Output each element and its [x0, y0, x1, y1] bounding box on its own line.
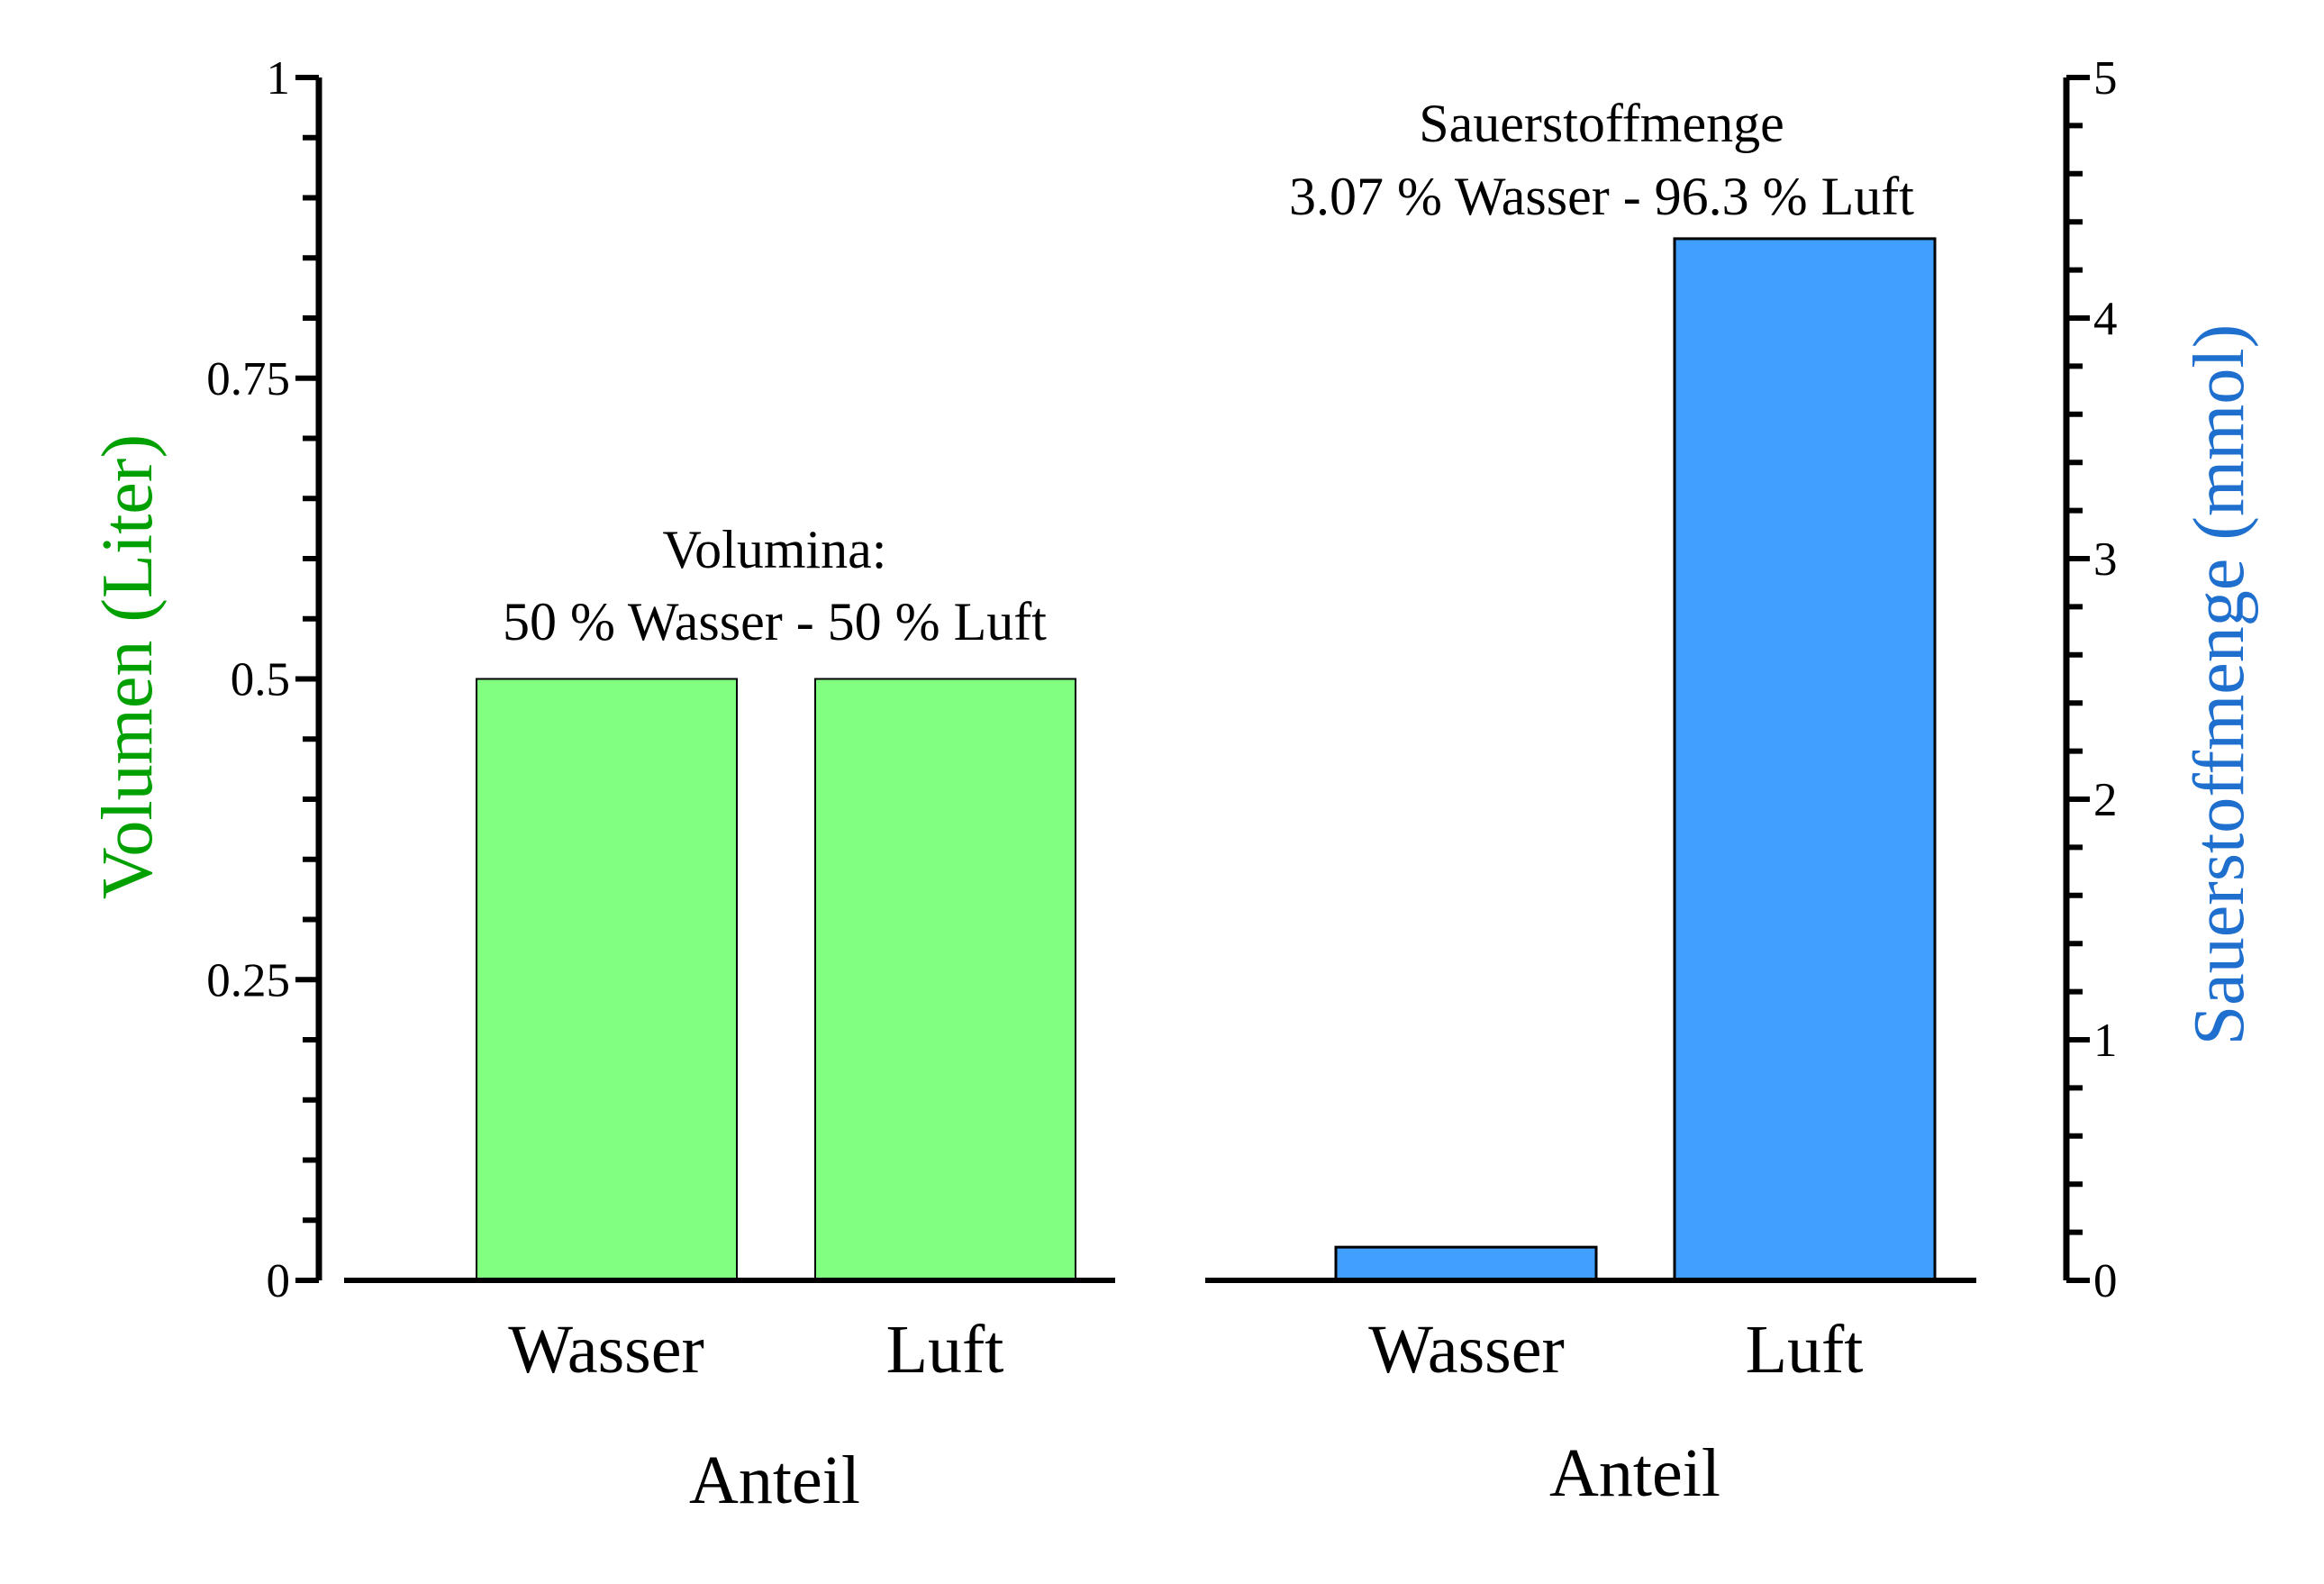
volume-annotation-line1: Volumina:	[663, 520, 887, 579]
right-x-axis-title: Anteil	[1549, 1435, 1720, 1511]
left-category-luft: Luft	[886, 1312, 1004, 1388]
volume-annotation-line2: 50 % Wasser - 50 % Luft	[503, 592, 1047, 651]
right-axis-tick-label: 1	[2093, 1015, 2118, 1067]
oxygen-bars	[1334, 237, 1937, 1282]
right-axis-tick-label: 5	[2093, 52, 2118, 105]
left-y-axis-title: Volumen (Liter)	[88, 434, 168, 899]
left-axis-tick-label: 0.75	[206, 353, 290, 405]
oxygen-panel: 0 1 2 3 4 5 Sauerstoffmenge 3.07 % Wasser - 9…	[1205, 52, 2259, 1511]
left-axis-tick-label: 1	[267, 52, 291, 105]
bar-wasser	[1334, 1245, 1598, 1282]
right-axis-tick-label: 4	[2093, 293, 2118, 345]
left-axis-tick-label: 0	[267, 1255, 291, 1307]
bar-luft	[1673, 237, 1937, 1282]
left-axis-tick-label: 0.5	[231, 654, 290, 706]
right-category-luft: Luft	[1746, 1312, 1864, 1388]
oxygen-annotation-line2: 3.07 % Wasser - 96.3 % Luft	[1289, 167, 1914, 226]
bar-luft	[814, 678, 1076, 1281]
right-y-axis: 0 1 2 3 4 5	[2063, 52, 2118, 1307]
volume-bars	[476, 678, 1076, 1281]
volume-panel: 0 0.25 0.5 0.75 1 Volumina: 50 % Wasser - 50…	[88, 52, 1115, 1518]
right-axis-tick-label: 0	[2093, 1255, 2118, 1307]
left-y-axis: 0 0.25 0.5 0.75 1	[206, 52, 322, 1307]
right-axis-tick-label: 3	[2093, 533, 2118, 586]
right-y-axis-title: Sauerstoffmenge (mmol)	[2180, 324, 2259, 1046]
right-category-wasser: Wasser	[1368, 1312, 1565, 1388]
left-category-wasser: Wasser	[508, 1312, 704, 1388]
left-x-axis-title: Anteil	[689, 1443, 860, 1518]
bar-wasser	[476, 678, 738, 1281]
left-axis-tick-label: 0.25	[206, 954, 290, 1006]
right-axis-tick-label: 2	[2093, 774, 2118, 826]
oxygen-annotation-line1: Sauerstoffmenge	[1419, 94, 1784, 153]
